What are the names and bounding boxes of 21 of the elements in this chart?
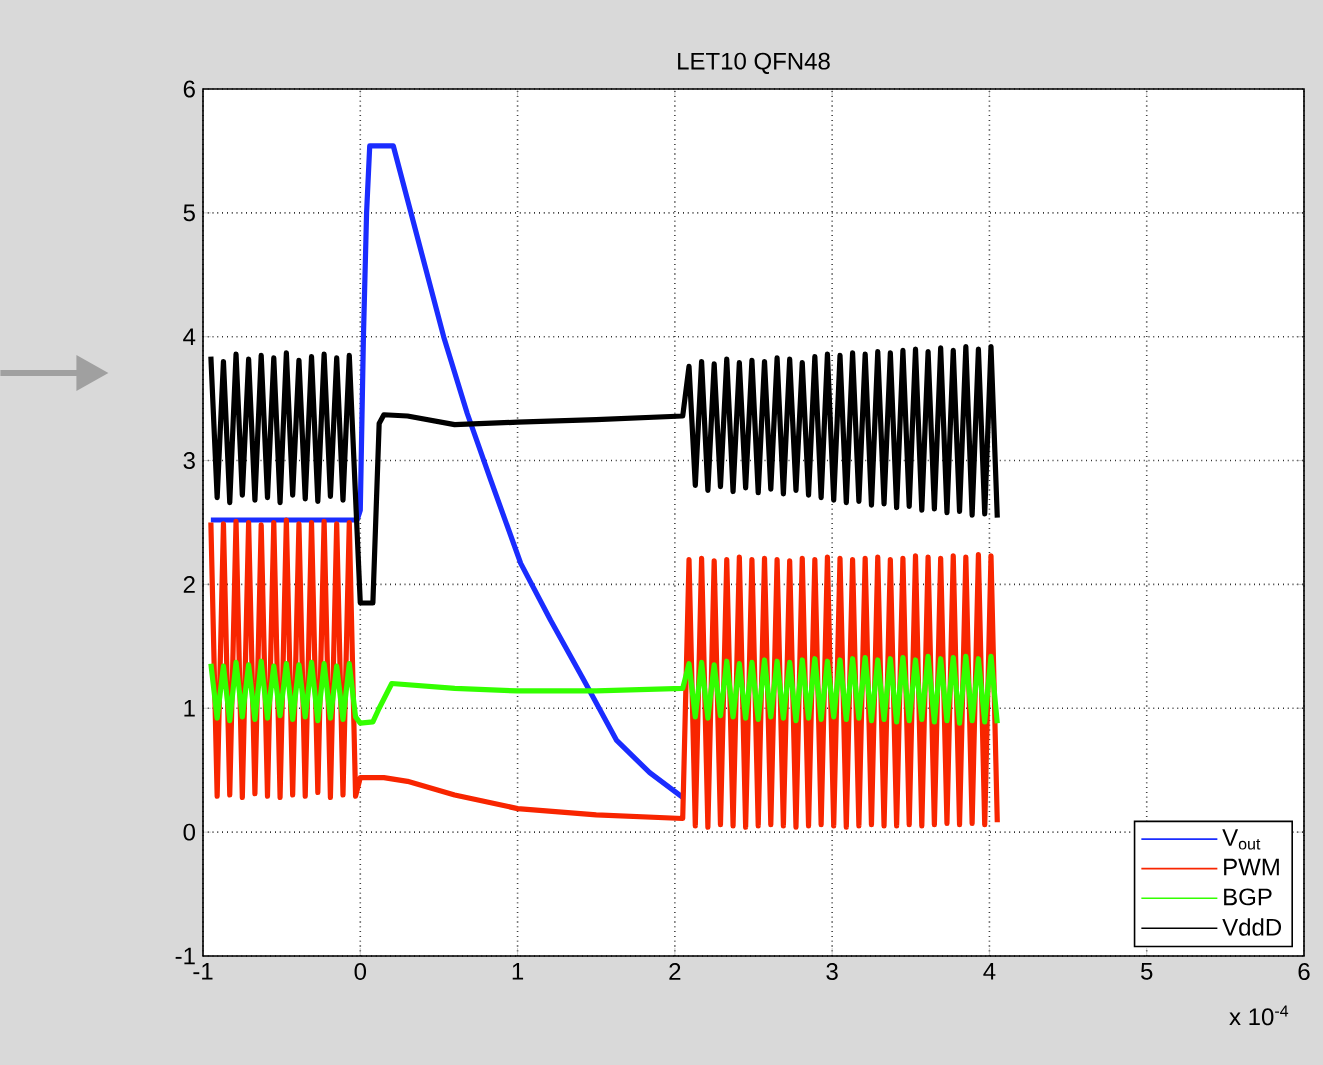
legend-label: V$_{out}$: [1222, 829, 1261, 850]
chart-title: LET10 QFN48: [678, 52, 830, 74]
x-tick-label: 1: [512, 963, 524, 980]
text: x 10$^{-4}$: [1229, 1005, 1289, 1026]
legend-label: PWM: [1224, 858, 1279, 876]
legend-label: BGP: [1224, 888, 1272, 906]
y-tick-label: 0: [183, 823, 196, 841]
y-tick-label: 1: [184, 700, 195, 717]
legend-label: VddD: [1222, 918, 1282, 936]
y-tick-label: 4: [183, 328, 196, 345]
y-tick-label: 6: [183, 80, 195, 98]
x-tick-label: 3: [826, 963, 838, 981]
y-tick-label: 2: [183, 576, 195, 593]
y-tick-label: 5: [183, 204, 195, 222]
x-tick-label: 2: [669, 963, 681, 980]
x-tick-label: 0: [354, 963, 367, 981]
y-tick-label: -1: [175, 947, 195, 965]
x-tick-label: 4: [983, 963, 996, 980]
x-tick-label: 5: [1141, 963, 1153, 980]
x-tick-label: 6: [1298, 963, 1310, 981]
y-tick-label: 3: [183, 452, 195, 470]
